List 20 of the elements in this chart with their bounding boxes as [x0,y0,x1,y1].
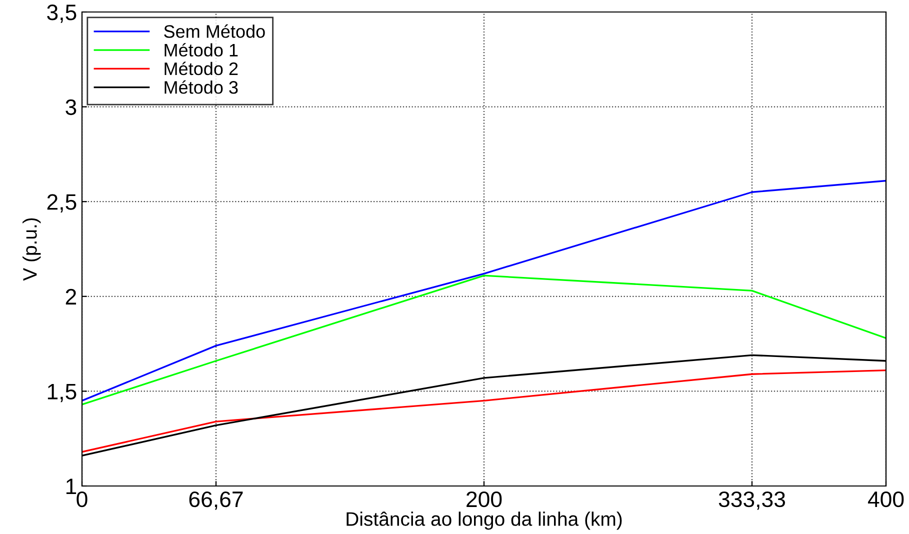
legend-label: Sem Método [164,24,265,38]
y-tick-label: 1 [66,478,76,494]
y-tick-label: 3 [66,99,76,116]
y-tick-label: 2 [66,288,76,304]
x-axis-title: Distância ao longo da linha (km) [346,512,622,530]
legend-label: Método 3 [164,80,238,94]
legend-label: Método 1 [164,43,238,57]
x-tick-label: 0 [76,491,88,508]
line-series [82,370,886,453]
x-tick-label: 200 [466,491,502,508]
line-series [82,180,886,402]
x-tick-label: 333,33 [718,491,786,510]
line-series [82,274,886,406]
x-tick-label: 66,67 [189,491,243,510]
y-tick-label: 2,5 [47,194,76,212]
x-tick-label: 400 [868,491,904,508]
y-axis-title: V (p.u.) [22,218,41,281]
y-tick-label: 1,5 [48,384,76,402]
legend-label: Método 2 [164,62,238,76]
y-tick-label: 3,5 [47,4,76,23]
